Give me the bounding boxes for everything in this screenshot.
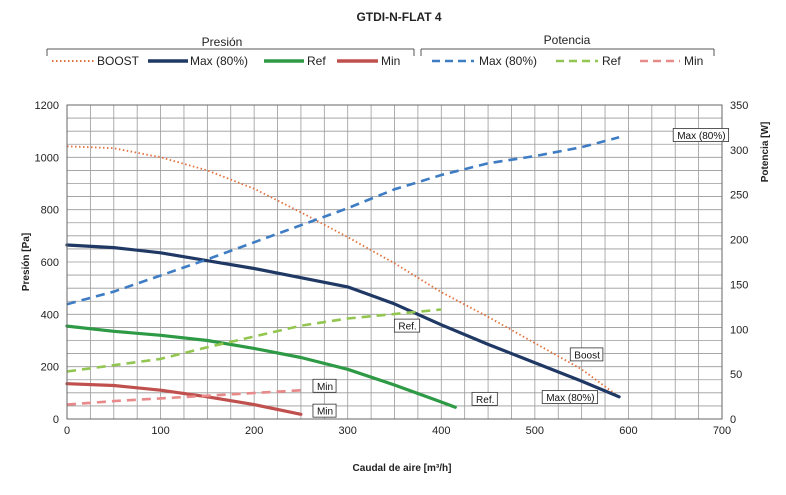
y2-tick-label: 250 bbox=[730, 190, 748, 202]
legend-label-min-potencia: Min bbox=[684, 54, 703, 68]
x-tick-label: 400 bbox=[432, 425, 450, 437]
grid bbox=[66, 104, 723, 420]
y2-tick-label: 200 bbox=[730, 235, 748, 247]
legend-group-presion: Presión bbox=[202, 35, 243, 49]
y-tick-label: 0 bbox=[53, 414, 59, 426]
legend-label-max-presion: Max (80%) bbox=[190, 54, 248, 68]
y-tick-label: 800 bbox=[41, 205, 59, 217]
legend-label-max-potencia: Max (80%) bbox=[479, 54, 537, 68]
annotation-label: Max (80%) bbox=[546, 393, 594, 404]
series-layer bbox=[65, 136, 621, 416]
legend-label-boost: BOOST bbox=[97, 54, 140, 68]
annotation-box: Max (80%) bbox=[541, 390, 599, 404]
chart-title: GTDI-N-FLAT 4 bbox=[356, 10, 441, 24]
annotations: Max (80%) Boost Ref. Max (80%) Ref. Min Min bbox=[312, 128, 730, 418]
annotation-label: Ref. bbox=[476, 395, 494, 406]
annotation-frame bbox=[569, 347, 604, 362]
legend-label-min-presion: Min bbox=[381, 54, 400, 68]
series-line-presin-max-80 bbox=[65, 243, 621, 399]
x-axis-label: Caudal de aire [m³/h] bbox=[353, 463, 452, 474]
annotation-label: Max (80%) bbox=[677, 131, 725, 142]
legend: Presión Potencia BOOST Max (80%) Ref Min… bbox=[46, 33, 715, 68]
legend-group-potencia: Potencia bbox=[544, 33, 591, 47]
annotation-label: Boost bbox=[574, 350, 600, 361]
annotation-box: Boost bbox=[569, 347, 604, 362]
y2-axis-label: Potencia [W] bbox=[760, 122, 771, 183]
x-tick-label: 0 bbox=[64, 425, 70, 437]
x-tick-label: 600 bbox=[619, 425, 637, 437]
annotation-frame bbox=[471, 391, 498, 406]
series-line-potencia-ref bbox=[66, 308, 442, 373]
annotation-box: Min bbox=[312, 378, 337, 393]
y2-tick-label: 100 bbox=[730, 324, 748, 336]
legend-label-ref-presion: Ref bbox=[307, 54, 326, 68]
y-tick-label: 400 bbox=[41, 309, 59, 321]
x-tick-label: 700 bbox=[713, 425, 731, 437]
x-tick-label: 500 bbox=[526, 425, 544, 437]
tick-labels: 0 100 200 300 400 500 600 700020040060080010001… bbox=[35, 100, 749, 437]
legend-label-ref-potencia: Ref bbox=[602, 54, 621, 68]
annotation-box: Ref. bbox=[471, 391, 498, 406]
annotation-box: Max (80%) bbox=[672, 128, 730, 142]
x-tick-label: 300 bbox=[339, 425, 357, 437]
plot-area-frame bbox=[66, 104, 723, 420]
y-tick-label: 1000 bbox=[35, 152, 59, 164]
y-axis-label: Presión [Pa] bbox=[21, 233, 32, 291]
annotation-frame bbox=[393, 318, 421, 333]
series-line-presin-ref bbox=[65, 324, 457, 409]
annotation-label: Min bbox=[317, 407, 333, 418]
annotation-box: Ref. bbox=[393, 318, 421, 333]
x-tick-label: 200 bbox=[245, 425, 263, 437]
y-tick-label: 1200 bbox=[35, 100, 59, 112]
annotation-box: Min bbox=[312, 403, 337, 418]
x-tick-label: 100 bbox=[151, 425, 169, 437]
y-tick-label: 200 bbox=[41, 362, 59, 374]
y2-tick-label: 350 bbox=[730, 100, 748, 112]
annotation-frame bbox=[541, 390, 599, 404]
y2-tick-label: 50 bbox=[730, 369, 742, 381]
annotation-frame bbox=[672, 128, 730, 142]
annotation-label: Ref. bbox=[398, 322, 416, 333]
y-tick-label: 600 bbox=[41, 257, 59, 269]
series-line-presin-min bbox=[65, 382, 303, 416]
series-line-potencia-max-80 bbox=[66, 136, 620, 306]
y2-tick-label: 150 bbox=[730, 279, 748, 291]
y2-tick-label: 300 bbox=[730, 145, 748, 157]
annotation-frame bbox=[312, 378, 337, 393]
annotation-frame bbox=[312, 403, 337, 418]
annotation-label: Min bbox=[317, 382, 333, 393]
series-line-potencia-min bbox=[66, 389, 301, 406]
y2-tick-label: 0 bbox=[730, 414, 736, 426]
